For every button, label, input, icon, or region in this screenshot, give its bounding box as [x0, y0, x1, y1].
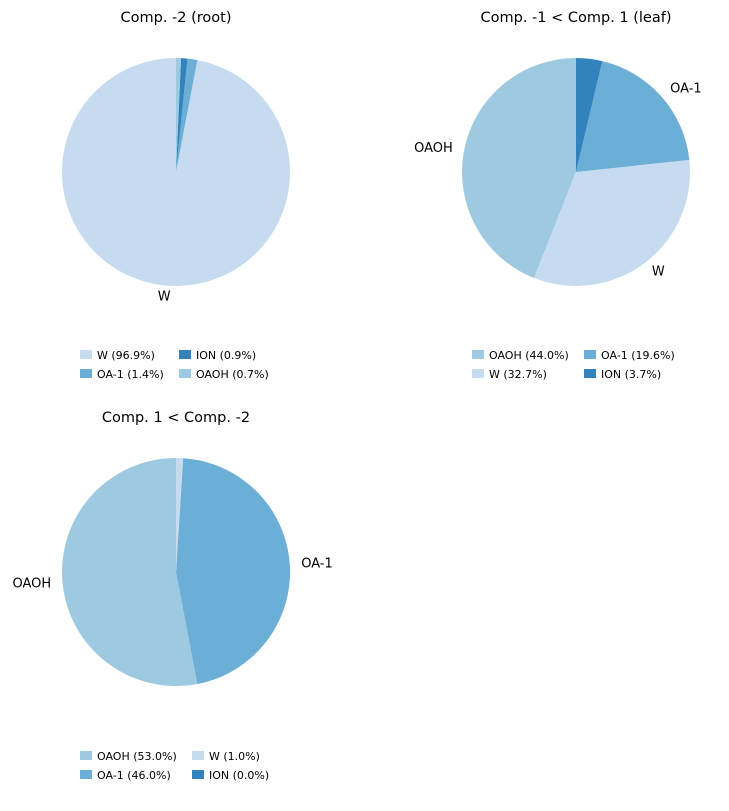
pie-panel-3: Comp. 1 < Comp. -2 OAOH OA-1 OAOH (53.0%)…	[13, 410, 333, 782]
legend-entry: ION (0.9%)	[196, 349, 256, 362]
legend-swatch	[192, 751, 204, 760]
legend: OAOH (44.0%) OA-1 (19.6%) W (32.7%) ION …	[472, 349, 675, 381]
legend-swatch	[179, 350, 191, 359]
pie-slice	[176, 457, 184, 572]
slice-label: OA-1	[670, 82, 702, 97]
legend-entry: OA-1 (19.6%)	[601, 349, 675, 362]
legend-swatch	[179, 369, 191, 378]
legend-entry: W (32.7%)	[489, 368, 547, 381]
legend-swatch	[472, 350, 484, 359]
slice-labels: OAOH W OA-1	[414, 82, 702, 280]
slice-label: OA-1	[301, 557, 333, 572]
pie-slice	[176, 58, 182, 172]
pie-slice	[576, 58, 603, 172]
pie-slices	[61, 457, 291, 686]
pie-slices	[62, 58, 291, 286]
legend-swatch	[584, 369, 596, 378]
pie-slice	[462, 58, 576, 278]
legend-swatch	[472, 369, 484, 378]
slice-label: OAOH	[414, 141, 453, 156]
pie-slice	[61, 458, 198, 686]
slice-label: W	[158, 289, 171, 304]
pie-panel-1: Comp. -2 (root) W W (96.9%) ION (0.9%) O…	[62, 10, 291, 381]
pie-slice	[534, 159, 690, 286]
legend-entry: OAOH (44.0%)	[489, 349, 569, 362]
legend-entry: OAOH (0.7%)	[196, 368, 269, 381]
slice-label: OAOH	[13, 576, 52, 591]
pie-slice	[176, 458, 291, 684]
legend-swatch	[80, 770, 92, 779]
legend-entry: OAOH (53.0%)	[97, 750, 177, 763]
legend-swatch	[192, 770, 204, 779]
legend: OAOH (53.0%) W (1.0%) OA-1 (46.0%) ION (…	[80, 750, 269, 782]
legend-entry: W (1.0%)	[209, 750, 260, 763]
legend-entry: W (96.9%)	[97, 349, 155, 362]
chart-title: Comp. -1 < Comp. 1 (leaf)	[481, 10, 672, 26]
pie-slices	[462, 58, 690, 286]
legend-swatch	[80, 369, 92, 378]
pie-slice	[176, 58, 198, 172]
pie-slice	[176, 58, 188, 172]
legend-entry: ION (3.7%)	[601, 368, 661, 381]
legend-swatch	[584, 350, 596, 359]
legend-swatch	[80, 350, 92, 359]
pie-panel-2: Comp. -1 < Comp. 1 (leaf) OAOH W OA-1 OAOH…	[414, 10, 702, 381]
chart-title: Comp. 1 < Comp. -2	[102, 410, 250, 426]
slice-labels: W	[158, 289, 171, 304]
legend-entry: OA-1 (1.4%)	[97, 368, 164, 381]
slice-labels: OAOH OA-1	[13, 557, 333, 592]
pie-slice	[576, 61, 690, 172]
legend-entry: OA-1 (46.0%)	[97, 769, 171, 782]
legend-swatch	[80, 751, 92, 760]
slice-label: W	[652, 264, 665, 279]
legend: W (96.9%) ION (0.9%) OA-1 (1.4%) OAOH (0…	[80, 349, 269, 381]
pie-slice	[62, 58, 291, 286]
chart-title: Comp. -2 (root)	[121, 10, 232, 26]
legend-entry: ION (0.0%)	[209, 769, 269, 782]
